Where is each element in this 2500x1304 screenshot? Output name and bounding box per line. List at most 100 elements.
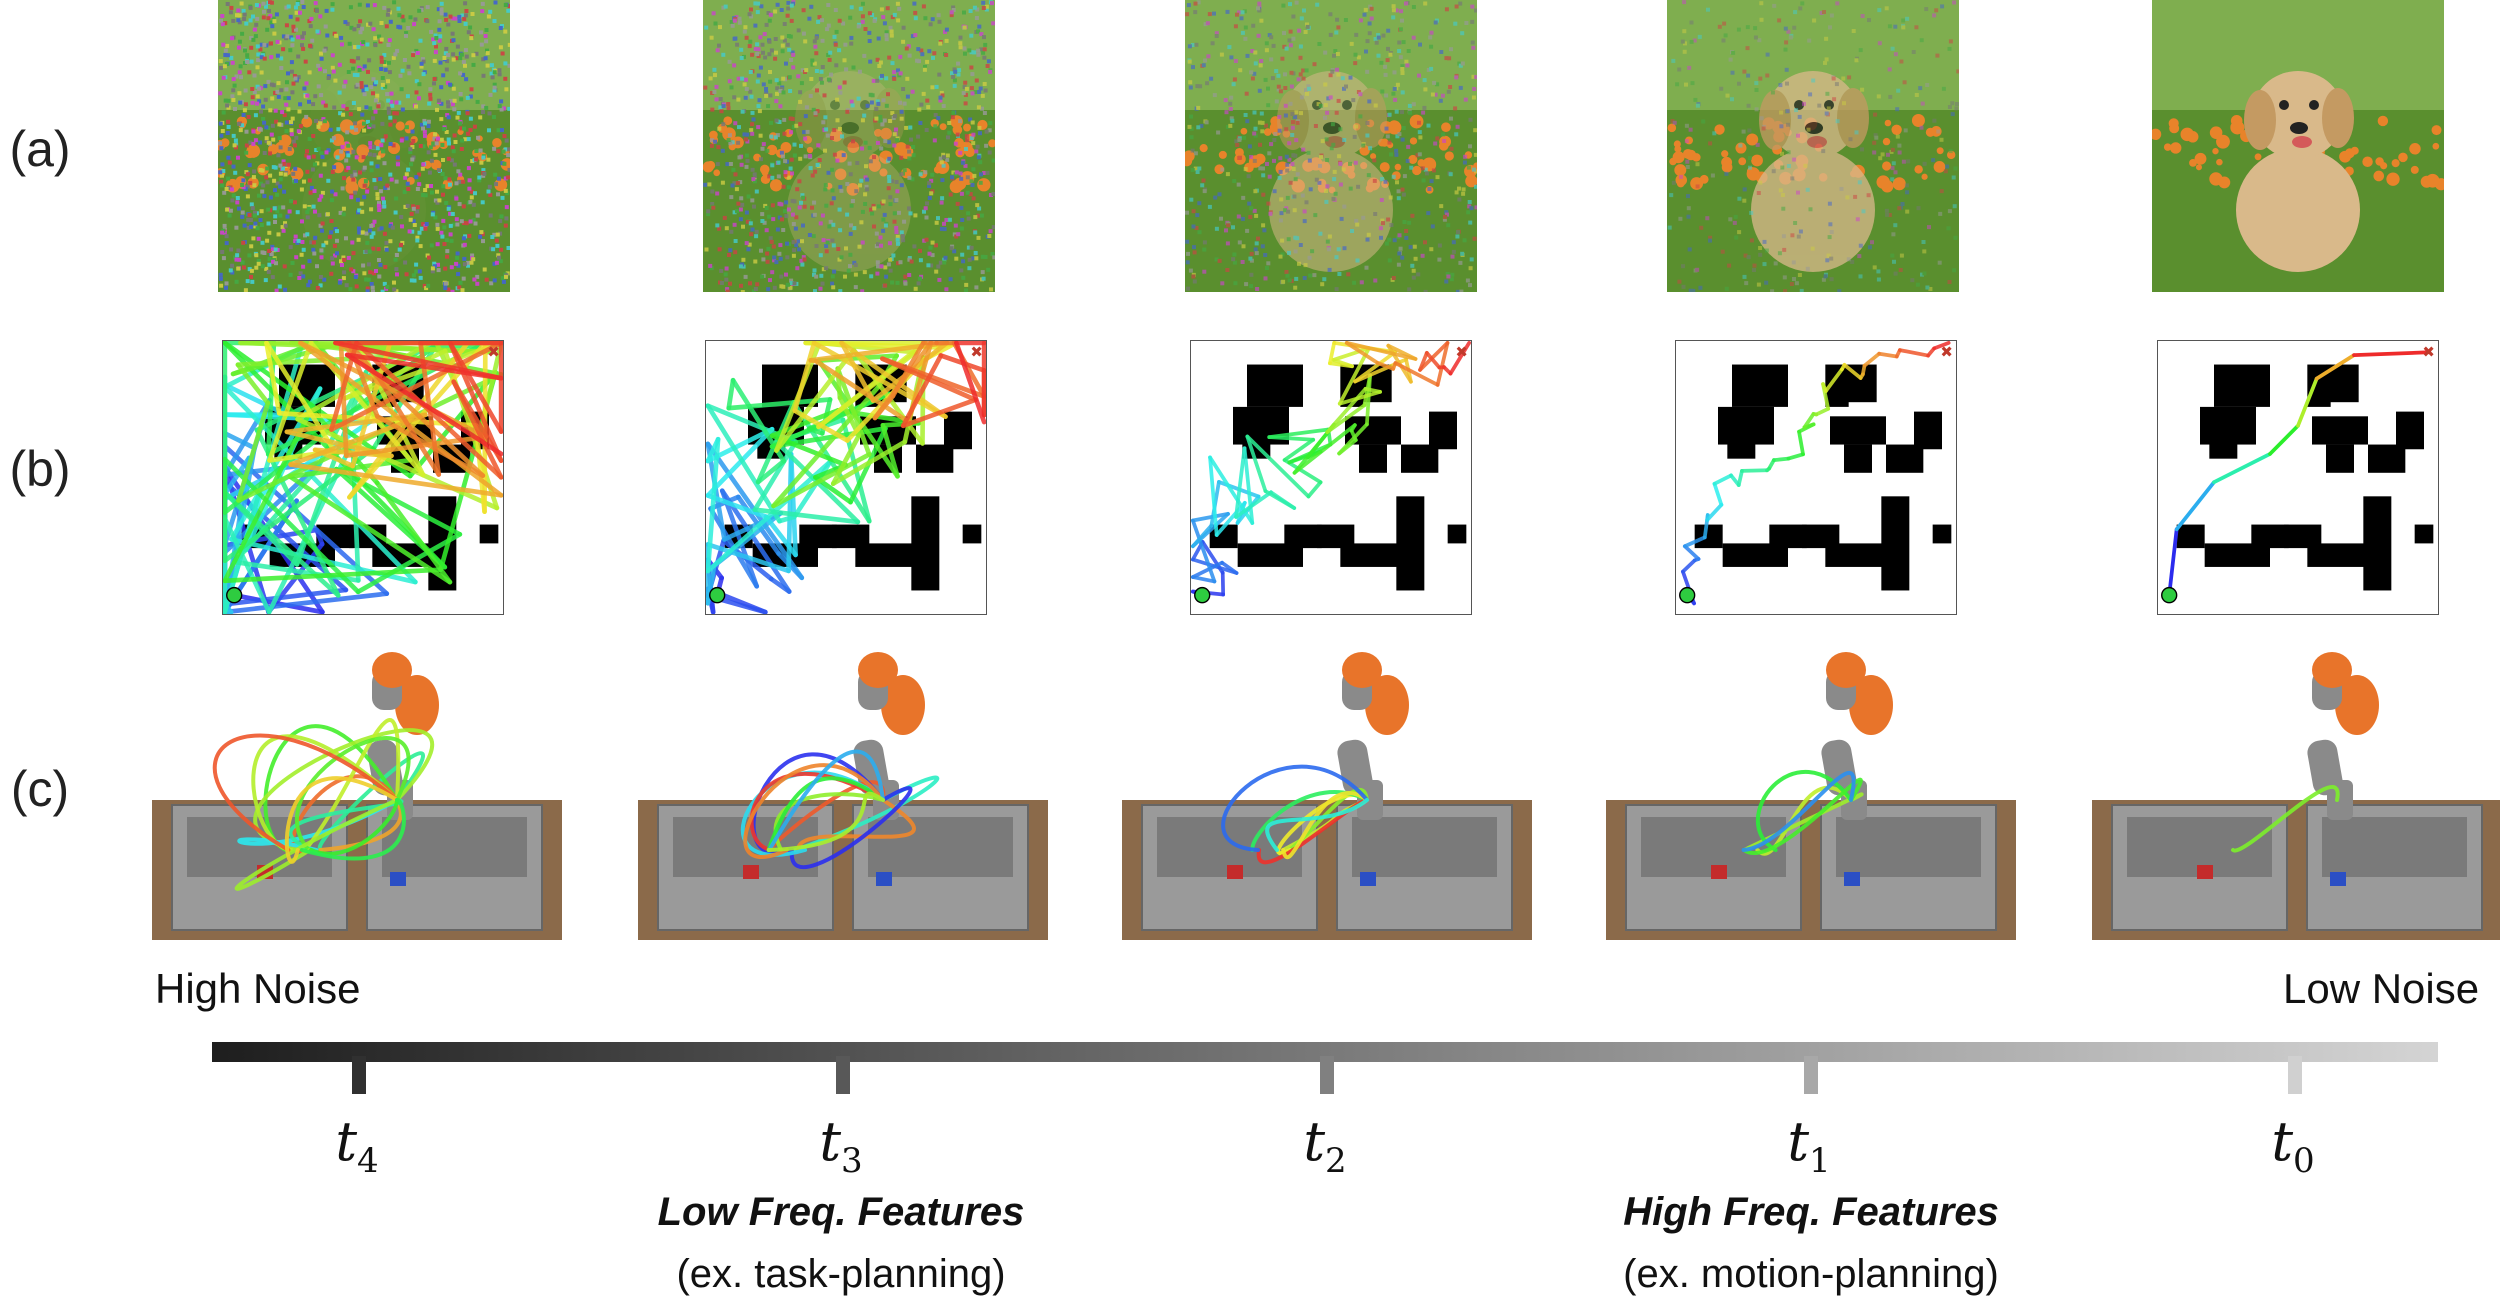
timestep-label-t3: t3	[819, 1110, 863, 1181]
maze-obstacle	[2251, 524, 2289, 549]
high-noise-label: High Noise	[155, 965, 361, 1012]
robot-arm-scene	[152, 650, 562, 940]
maze-obstacle	[2326, 444, 2354, 473]
maze-obstacle	[2414, 524, 2434, 544]
goal-marker: ✖	[487, 343, 500, 361]
start-marker	[709, 586, 726, 604]
maze-obstacle	[832, 524, 870, 549]
start-marker	[226, 586, 243, 604]
timeline-tick	[2288, 1056, 2302, 1094]
noise-timeline-bar	[212, 1042, 2438, 1062]
timestep-label-t1: t1	[1787, 1110, 1831, 1181]
maze-obstacle	[1237, 543, 1303, 567]
timeline-tick	[836, 1056, 850, 1094]
row-label-c: (c)	[10, 761, 70, 817]
timeline-tick	[352, 1056, 366, 1094]
maze-trajectory-panel: ✖	[1190, 340, 1472, 615]
goal-marker: ✖	[2422, 343, 2435, 361]
red-block	[743, 865, 759, 879]
maze-obstacle	[1830, 416, 1886, 445]
timestep-label-t4: t4	[335, 1110, 379, 1181]
trajectory-curve	[766, 776, 885, 852]
high-freq-subtitle: (ex. motion-planning)	[1623, 1252, 1999, 1296]
robot-arm-scene	[1122, 650, 1532, 940]
maze-obstacle	[1284, 524, 1322, 549]
trajectory-curve	[303, 717, 401, 852]
maze-obstacle	[944, 411, 972, 450]
trajectory-curve	[789, 786, 913, 870]
trajectory-curve	[2230, 785, 2340, 853]
trajectory-curve	[766, 791, 885, 852]
trajectory-curve	[1281, 791, 1369, 860]
trajectory-curve	[284, 776, 399, 864]
noisy-dog-image	[1667, 0, 1959, 292]
maze-obstacle	[2368, 444, 2406, 473]
trajectory-curve	[1221, 764, 1369, 852]
trajectory-curve	[1741, 770, 1856, 852]
maze-obstacle	[1825, 543, 1891, 567]
maze-obstacle	[2176, 524, 2205, 549]
maze-obstacle	[916, 444, 954, 473]
red-block	[2197, 865, 2213, 879]
maze-obstacle	[799, 524, 837, 549]
red-block	[1711, 865, 1727, 879]
high-freq-title: High Freq. Features	[1623, 1190, 1999, 1234]
timeline-tick	[1804, 1056, 1818, 1094]
trajectory-curve	[1742, 777, 1863, 855]
robot-arm	[2307, 652, 2379, 820]
timestep-label-t0: t0	[2271, 1110, 2315, 1181]
maze-obstacle	[2284, 524, 2322, 549]
maze-obstacle	[1932, 524, 1952, 544]
blue-block	[390, 872, 406, 886]
blue-block	[2330, 872, 2346, 886]
maze-obstacle	[316, 524, 354, 549]
maze-obstacle	[479, 524, 499, 544]
goal-marker: ✖	[1455, 343, 1468, 361]
maze-obstacle	[2312, 416, 2368, 445]
maze-obstacle	[2396, 411, 2424, 450]
maze-obstacle	[1914, 411, 1942, 450]
timestep-label-t2: t2	[1303, 1110, 1347, 1181]
maze-trajectory-panel: ✖	[1675, 340, 1957, 615]
trajectory-curve	[740, 770, 885, 857]
trajectory-curve	[317, 751, 425, 852]
noisy-dog-image	[1185, 0, 1477, 292]
maze-trajectory-panel: ✖	[705, 340, 987, 615]
start-marker	[1194, 586, 1211, 604]
noisy-dog-image	[703, 0, 995, 292]
low-noise-label: Low Noise	[2283, 965, 2480, 1012]
maze-obstacle	[1727, 439, 1756, 459]
trajectory-curve	[1755, 785, 1853, 856]
start-marker	[2161, 586, 2178, 604]
low-freq-subtitle: (ex. task-planning)	[676, 1252, 1006, 1296]
maze-obstacle	[1886, 444, 1924, 473]
trajectory-curve	[767, 749, 885, 852]
maze-obstacle	[1340, 543, 1406, 567]
trajectory-curve	[212, 733, 399, 852]
maze-obstacle	[1844, 444, 1872, 473]
maze-obstacle	[2214, 364, 2270, 407]
robot-arm-scene	[1606, 650, 2016, 940]
blue-block	[1360, 872, 1376, 886]
maze-obstacle	[2200, 406, 2256, 445]
low-freq-title: Low Freq. Features	[657, 1190, 1025, 1234]
robot-arm-scene	[2092, 650, 2500, 940]
maze-obstacle	[1718, 406, 1774, 445]
blue-block	[1844, 872, 1860, 886]
trajectory-curve	[1265, 798, 1369, 852]
maze-obstacle	[1447, 524, 1467, 544]
trajectory-curve	[253, 728, 435, 852]
blue-block	[876, 872, 892, 886]
goal-marker: ✖	[1940, 343, 1953, 361]
trajectory-curve	[299, 797, 406, 861]
red-block	[1227, 865, 1243, 879]
maze-obstacle	[1247, 364, 1303, 407]
noisy-dog-image	[2152, 0, 2444, 292]
maze-obstacle	[1429, 411, 1457, 450]
trajectory-curve	[234, 798, 399, 891]
timeline-tick	[1320, 1056, 1334, 1094]
maze-obstacle	[1732, 364, 1788, 407]
maze-obstacle	[2307, 543, 2373, 567]
row-label-b: (b)	[9, 441, 71, 497]
maze-obstacle	[962, 524, 982, 544]
